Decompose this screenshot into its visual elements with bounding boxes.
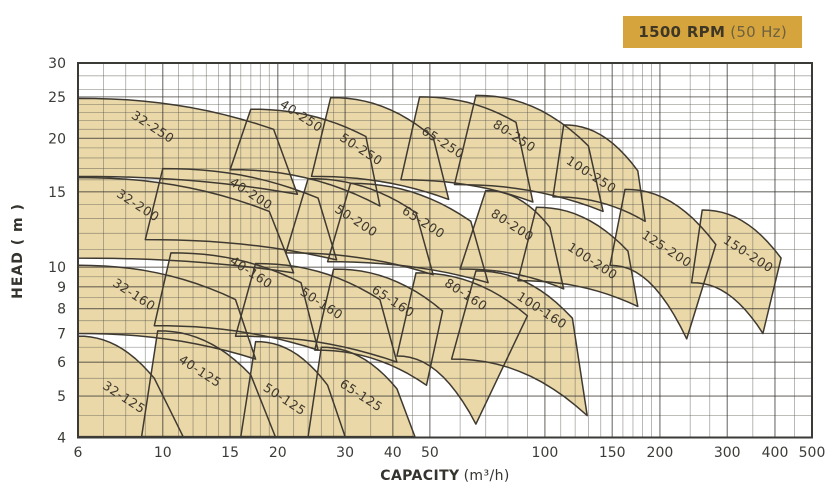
x-axis-title-text: CAPACITY	[380, 468, 460, 484]
y-tick-5: 5	[57, 389, 66, 405]
plot-border	[77, 62, 813, 439]
y-tick-6: 6	[57, 355, 66, 371]
x-tick-50: 50	[421, 445, 439, 461]
region-outline-65-250	[400, 96, 534, 203]
rpm-badge-frequency: (50 Hz)	[730, 23, 787, 41]
region-outline-80-200	[459, 189, 565, 290]
x-tick-10: 10	[154, 445, 172, 461]
rpm-badge-value: 1500 RPM	[638, 23, 726, 41]
region-outline-65-200	[326, 182, 489, 284]
region-fill-150-200	[691, 210, 782, 334]
x-tick-30: 30	[336, 445, 354, 461]
region-outline-100-160	[450, 270, 588, 417]
x-tick-15: 15	[221, 445, 239, 461]
x-tick-150: 150	[599, 445, 626, 461]
region-outline-40-250	[229, 108, 381, 207]
region-outline-80-160	[396, 272, 529, 425]
x-tick-300: 300	[714, 445, 741, 461]
x-tick-500: 500	[799, 445, 826, 461]
y-tick-20: 20	[48, 131, 66, 147]
y-tick-15: 15	[48, 185, 66, 201]
rpm-badge: 1500 RPM (50 Hz)	[623, 16, 802, 48]
region-outline-125-200	[609, 188, 717, 340]
y-tick-7: 7	[57, 327, 66, 343]
region-outline-100-250	[552, 124, 646, 223]
region-outline-100-200	[517, 206, 639, 308]
region-fill-100-250	[553, 124, 646, 222]
x-tick-200: 200	[647, 445, 674, 461]
region-outline-40-200	[144, 167, 338, 261]
y-tick-4: 4	[57, 431, 66, 447]
y-tick-30: 30	[48, 56, 66, 72]
grid-minor	[78, 63, 812, 438]
region-outline-50-200	[285, 177, 434, 276]
x-tick-100: 100	[532, 445, 559, 461]
region-outline-80-250	[453, 94, 604, 213]
x-tick-400: 400	[762, 445, 789, 461]
region-outline-32-250	[77, 97, 299, 196]
x-tick-20: 20	[269, 445, 287, 461]
x-axis-title: CAPACITY (m³/h)	[78, 468, 812, 484]
x-tick-6: 6	[74, 445, 83, 461]
region-fill-65-125	[308, 347, 415, 437]
y-tick-8: 8	[57, 302, 66, 318]
region-outline-32-200	[77, 176, 295, 274]
region-outline-32-160	[77, 264, 257, 360]
y-axis-title: HEAD ( m )	[10, 203, 26, 299]
region-outline-50-160	[234, 262, 398, 363]
region-outline-50-250	[310, 96, 450, 201]
region-outline-150-200	[690, 209, 782, 335]
x-axis-title-unit: (m³/h)	[463, 468, 510, 484]
y-tick-10: 10	[48, 260, 66, 276]
x-tick-40: 40	[384, 445, 402, 461]
y-tick-9: 9	[57, 280, 66, 296]
region-fill-40-125	[141, 330, 276, 437]
y-tick-labels: 30 25 20 15 10 9 8 7 6 5 4	[48, 56, 66, 447]
region-outline-65-160	[314, 268, 444, 386]
region-fill-125-200	[610, 189, 716, 339]
x-tick-labels: 6 10 15 20 30 40 50 100 150 200 300 400 500	[74, 445, 826, 461]
y-tick-25: 25	[48, 90, 66, 106]
